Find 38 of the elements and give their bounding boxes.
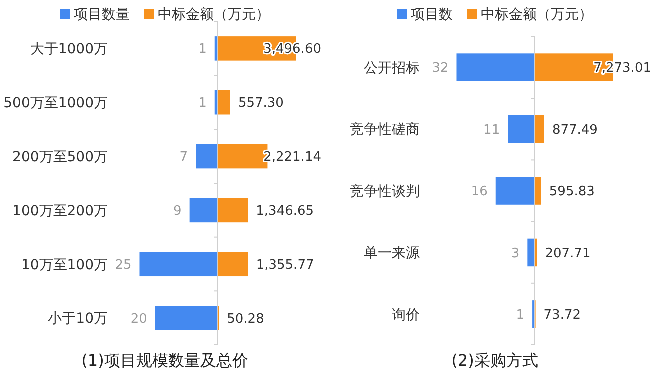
data-label: 1,355.77: [256, 258, 314, 273]
data-label: 9: [174, 204, 182, 220]
y-tick-label: 小于10万: [48, 311, 108, 328]
data-label: 1,346.65: [256, 204, 314, 220]
y-tick-label: 单一来源: [364, 246, 420, 262]
y-tick-label: 竞争性谈判: [350, 184, 420, 200]
legend-label: 中标金额（万元）: [481, 6, 593, 23]
y-tick-label: 询价: [392, 307, 420, 324]
legend-label: 中标金额（万元）: [158, 6, 270, 23]
y-tick-label: 公开招标: [364, 60, 420, 76]
legend-label: 项目数: [411, 6, 453, 23]
bar: [535, 177, 542, 205]
data-label: 11: [484, 122, 500, 138]
data-label: 1: [198, 42, 207, 58]
data-label: 20: [130, 312, 148, 327]
data-label: 595.83: [549, 184, 595, 200]
data-label: 1: [516, 308, 525, 323]
data-label: 16: [471, 184, 488, 200]
data-label: 73.72: [544, 308, 582, 323]
y-tick-label: 竞争性磋商: [350, 122, 420, 138]
y-tick-label: 100万至200万: [12, 203, 108, 220]
data-label: 557.30: [238, 96, 284, 112]
y-tick-label: 500万至1000万: [4, 96, 108, 112]
bar: [155, 306, 218, 330]
data-label: 32: [432, 61, 449, 76]
text: (2)采购方式: [452, 351, 538, 370]
data-label: 25: [115, 258, 132, 273]
data-label: 1: [198, 96, 207, 112]
y-tick-label: 10万至100万: [21, 257, 108, 274]
text: (1)项目规模数量及总价: [82, 351, 248, 370]
data-label: 50.28: [227, 312, 264, 327]
y-tick-label: 大于1000万: [30, 42, 108, 58]
data-label: 3: [511, 246, 520, 262]
data-label: 877.49: [552, 122, 598, 138]
y-tick-label: 200万至500万: [12, 149, 108, 166]
data-label: 207.71: [545, 246, 591, 262]
data-label: 7: [180, 150, 188, 166]
legend-label: 项目数量: [74, 6, 130, 23]
